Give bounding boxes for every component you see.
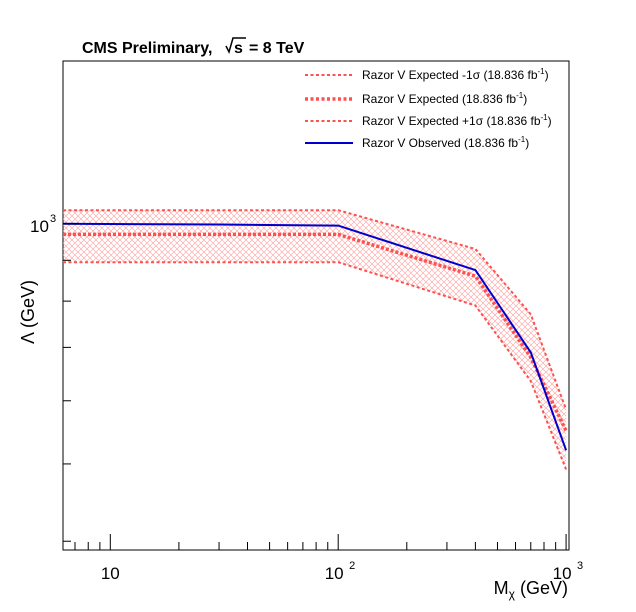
x-tick-label: 10 (101, 564, 120, 583)
y-tick-label-exp: 3 (50, 213, 56, 225)
y-tick-label: 10 3 (30, 213, 56, 236)
svg-text:Λ (GeV): Λ (GeV) (18, 280, 38, 344)
legend-label: Razor V Expected -1σ (18.836 fb-1) (362, 67, 549, 82)
x-tick-label-text: 10 (325, 564, 344, 583)
series-line-3 (63, 222, 568, 451)
svg-text:Mχ (GeV): Mχ (GeV) (494, 578, 568, 601)
title-energy: = 8 TeV (249, 40, 305, 57)
x-axis-title: Mχ (GeV) (494, 578, 568, 601)
x-tick-label-text: 10 (553, 564, 572, 583)
legend-label: Razor V Observed (18.836 fb-1) (362, 135, 529, 150)
legend-label: Razor V Expected +1σ (18.836 fb-1) (362, 113, 552, 128)
x-tick-label-exp: 2 (349, 560, 355, 572)
sqrt-s-symbol: s (225, 37, 246, 57)
legend: Razor V Expected -1σ (18.836 fb-1) Razor … (305, 67, 552, 150)
title-main: CMS Preliminary, (82, 40, 212, 57)
legend-entry-1: Razor V Expected (18.836 fb-1) (305, 91, 527, 106)
y-axis-title: Λ (GeV) (18, 280, 38, 344)
plot-area (63, 209, 568, 470)
x-tick-label-exp: 3 (577, 560, 583, 572)
svg-text:s: s (234, 40, 243, 57)
x-tick-label: 10 2 (325, 560, 356, 583)
x-tick-label: 10 3 (553, 560, 584, 583)
series-line-1 (63, 232, 568, 432)
series-line-0 (63, 209, 568, 410)
chart-title: CMS Preliminary, s = 8 TeV (82, 37, 305, 57)
legend-label: Razor V Expected (18.836 fb-1) (362, 91, 527, 106)
y-tick-label-text: 10 (30, 217, 49, 236)
expected-band (63, 210, 567, 470)
tick-labels: 10 10 2 10 310 3 (30, 213, 583, 583)
series-line-2 (63, 261, 568, 470)
legend-entry-2: Razor V Expected +1σ (18.836 fb-1) (305, 113, 552, 128)
x-tick-label-text: 10 (101, 564, 120, 583)
legend-entry-0: Razor V Expected -1σ (18.836 fb-1) (305, 67, 549, 82)
axis-ticks (63, 223, 567, 550)
legend-entry-3: Razor V Observed (18.836 fb-1) (305, 135, 529, 150)
